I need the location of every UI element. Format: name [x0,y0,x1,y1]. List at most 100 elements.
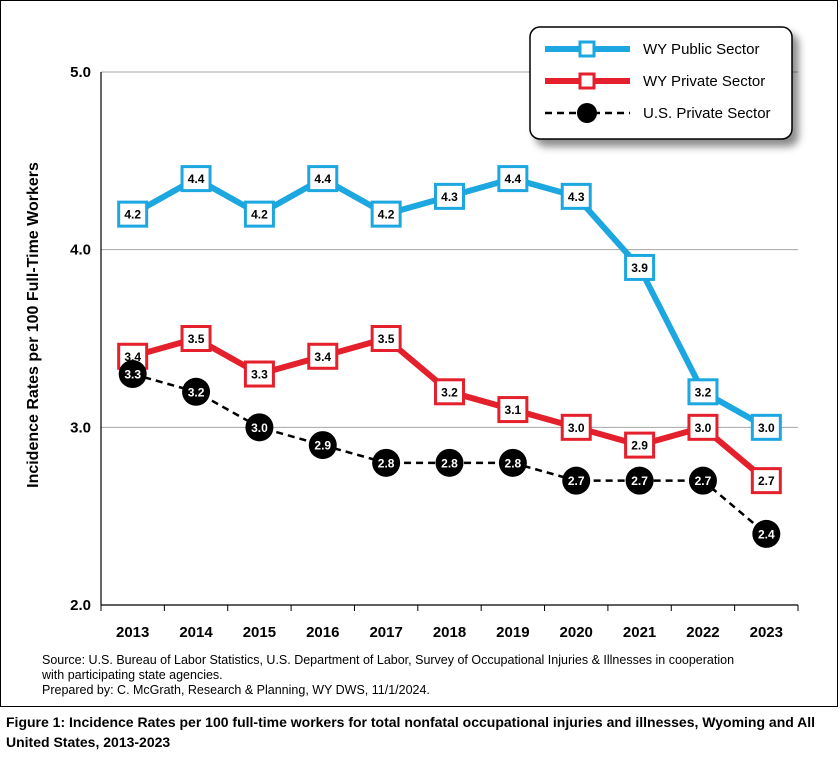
data-label: 4.3 [441,190,458,204]
source-line-2: with participating state agencies. [42,668,223,682]
data-label: 2.7 [631,474,648,488]
x-tick-label: 2014 [179,624,213,641]
figure-caption: Figure 1: Incidence Rates per 100 full-t… [6,714,816,750]
series-line-u-s-private-sector [132,372,768,535]
data-label: 3.3 [251,368,268,382]
data-label: 4.4 [188,172,205,186]
data-point-marker [750,413,782,441]
data-label: 4.2 [378,208,395,222]
data-point-marker [243,200,275,228]
legend-label: U.S. Private Sector [643,105,771,122]
data-point-marker [560,182,592,210]
data-point-marker [560,413,592,441]
data-point-marker [370,200,402,228]
prepared-by: Prepared by: C. McGrath, Research & Plan… [42,683,430,697]
data-point-marker [308,431,337,460]
data-point-marker [687,378,719,406]
data-label: 3.5 [188,332,205,346]
legend-marker [577,103,597,123]
legend-entry-wy-private-sector: WY Private Sector [545,72,765,90]
data-point-marker [372,448,401,477]
data-label: 2.8 [441,456,458,470]
data-label: 4.2 [124,208,141,222]
data-point-marker [562,466,591,495]
x-tick-label: 2016 [306,624,339,641]
data-point-marker [752,519,781,548]
y-tick-label: 2.0 [70,597,91,614]
data-label: 3.0 [695,421,712,435]
y-tick-label: 4.0 [70,242,91,259]
legend: WY Public Sector WY Private Sector U.S. Pr… [529,26,793,140]
series-wy-public-sector: 4.2 4.4 4.2 4.4 4.2 4.3 4.4 4.3 3.9 3.2 3.0 [117,165,782,441]
x-tick-label: 2023 [750,624,783,641]
data-label: 4.3 [568,190,585,204]
series-layer: 4.2 4.4 4.2 4.4 4.2 4.3 4.4 4.3 3.9 3.2 3.0 3.4 3.5 3… [117,165,782,548]
legend-entry-wy-public-sector: WY Public Sector [545,40,759,58]
data-label: 4.4 [314,172,331,186]
legend-marker [578,72,596,90]
x-tick-label: 2018 [433,624,466,641]
data-label: 3.2 [441,385,458,399]
data-point-marker [750,467,782,495]
data-point-marker [497,396,529,424]
data-label: 3.2 [188,385,205,399]
data-label: 3.3 [124,368,141,382]
data-point-marker [688,466,717,495]
data-point-marker [117,200,149,228]
data-point-marker [497,165,529,193]
data-point-marker [307,342,339,370]
x-tick-label: 2020 [560,624,593,641]
legend-marker [578,40,596,58]
data-point-marker [118,360,147,389]
data-point-marker [370,325,402,352]
data-label: 3.1 [505,403,522,417]
data-label: 2.9 [314,439,331,453]
data-label: 2.7 [695,474,712,488]
data-point-marker [435,448,464,477]
data-point-marker [625,466,654,495]
data-point-marker [245,413,274,442]
data-point-marker [243,360,275,388]
data-point-marker [434,182,465,210]
figure-frame [0,0,838,707]
data-point-marker [307,165,339,193]
data-point-marker [182,377,211,406]
data-label: 2.7 [568,474,585,488]
data-label: 3.2 [695,385,712,399]
data-point-marker [624,253,656,281]
data-label: 3.0 [758,421,775,435]
legend-label: WY Private Sector [643,73,765,90]
data-point-marker [180,165,212,193]
data-label: 2.8 [378,456,395,470]
data-label: 3.9 [631,261,648,275]
x-tick-label: 2015 [243,624,276,641]
axes: 2.0 3.0 4.0 5.0 2013 2014 2015 2016 2017 2018 2019… [70,64,799,641]
data-label: 3.4 [124,350,141,364]
y-axis-title: Incidence Rates per 100 Full-Time Worker… [25,162,42,488]
data-label: 4.4 [505,172,522,186]
data-point-marker [498,448,527,477]
series-u-s-private-sector: 3.3 3.2 3.0 2.9 2.8 2.8 2.8 2.7 2.7 2.7 2.4 [118,360,781,548]
data-label: 3.0 [251,421,268,435]
x-tick-label: 2017 [369,624,402,641]
legend-entry-u-s-private-sector: U.S. Private Sector [545,103,771,123]
x-tick-label: 2021 [623,624,656,641]
line-chart: 2.0 3.0 4.0 5.0 2013 2014 2015 2016 2017 2018 2019… [25,26,799,641]
data-point-marker [624,431,656,459]
data-label: 2.9 [631,439,648,453]
data-point-marker [687,413,719,441]
y-tick-label: 5.0 [70,64,91,81]
data-point-marker [180,325,212,352]
data-label: 3.0 [568,421,585,435]
source-line-1: Source: U.S. Bureau of Labor Statistics,… [42,653,735,667]
data-label: 2.7 [758,474,775,488]
x-tick-label: 2022 [686,624,719,641]
x-tick-label: 2013 [116,624,149,641]
data-point-marker [434,378,465,406]
series-wy-private-sector: 3.4 3.5 3.3 3.4 3.5 3.2 3.1 3.0 2.9 3.0 2.7 [117,325,782,495]
data-label: 2.4 [758,527,775,541]
data-label: 3.4 [314,350,331,364]
x-tick-label: 2019 [496,624,529,641]
legend-label: WY Public Sector [643,41,759,58]
data-label: 4.2 [251,208,268,222]
